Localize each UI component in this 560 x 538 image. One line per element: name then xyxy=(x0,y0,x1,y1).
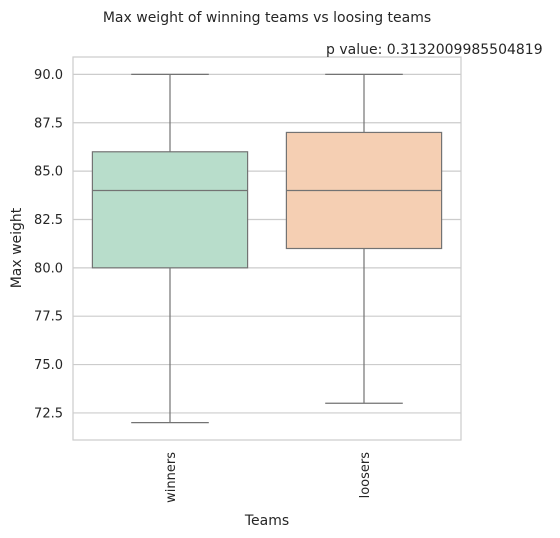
plot-frame xyxy=(72,56,462,441)
x-tick-label: loosers xyxy=(358,452,373,499)
y-tick-label: 90.0 xyxy=(34,68,63,83)
box-winners xyxy=(91,73,249,424)
y-tick-label: 75.0 xyxy=(34,358,63,373)
x-tick-label: winners xyxy=(164,452,179,503)
y-axis-label: Max weight xyxy=(9,207,25,288)
y-tick-labels: 72.5 75.0 77.5 80.0 82.5 85.0 87.5 90.0 xyxy=(34,68,63,422)
y-tick-label: 82.5 xyxy=(34,213,63,228)
y-tick-label: 80.0 xyxy=(34,261,63,276)
y-tick-label: 77.5 xyxy=(34,310,63,325)
y-tick-label: 87.5 xyxy=(34,116,63,131)
iqr-box xyxy=(91,151,249,269)
chart-title: Max weight of winning teams vs loosing t… xyxy=(103,10,431,26)
y-tick-label: 85.0 xyxy=(34,165,63,180)
x-axis-label: Teams xyxy=(244,513,289,529)
x-tick-labels: winners loosers xyxy=(164,452,373,503)
p-value-annotation: p value: 0.3132009985504819 xyxy=(326,42,543,58)
y-tick-label: 72.5 xyxy=(34,406,63,421)
box-loosers xyxy=(285,73,443,404)
boxes xyxy=(91,73,443,424)
